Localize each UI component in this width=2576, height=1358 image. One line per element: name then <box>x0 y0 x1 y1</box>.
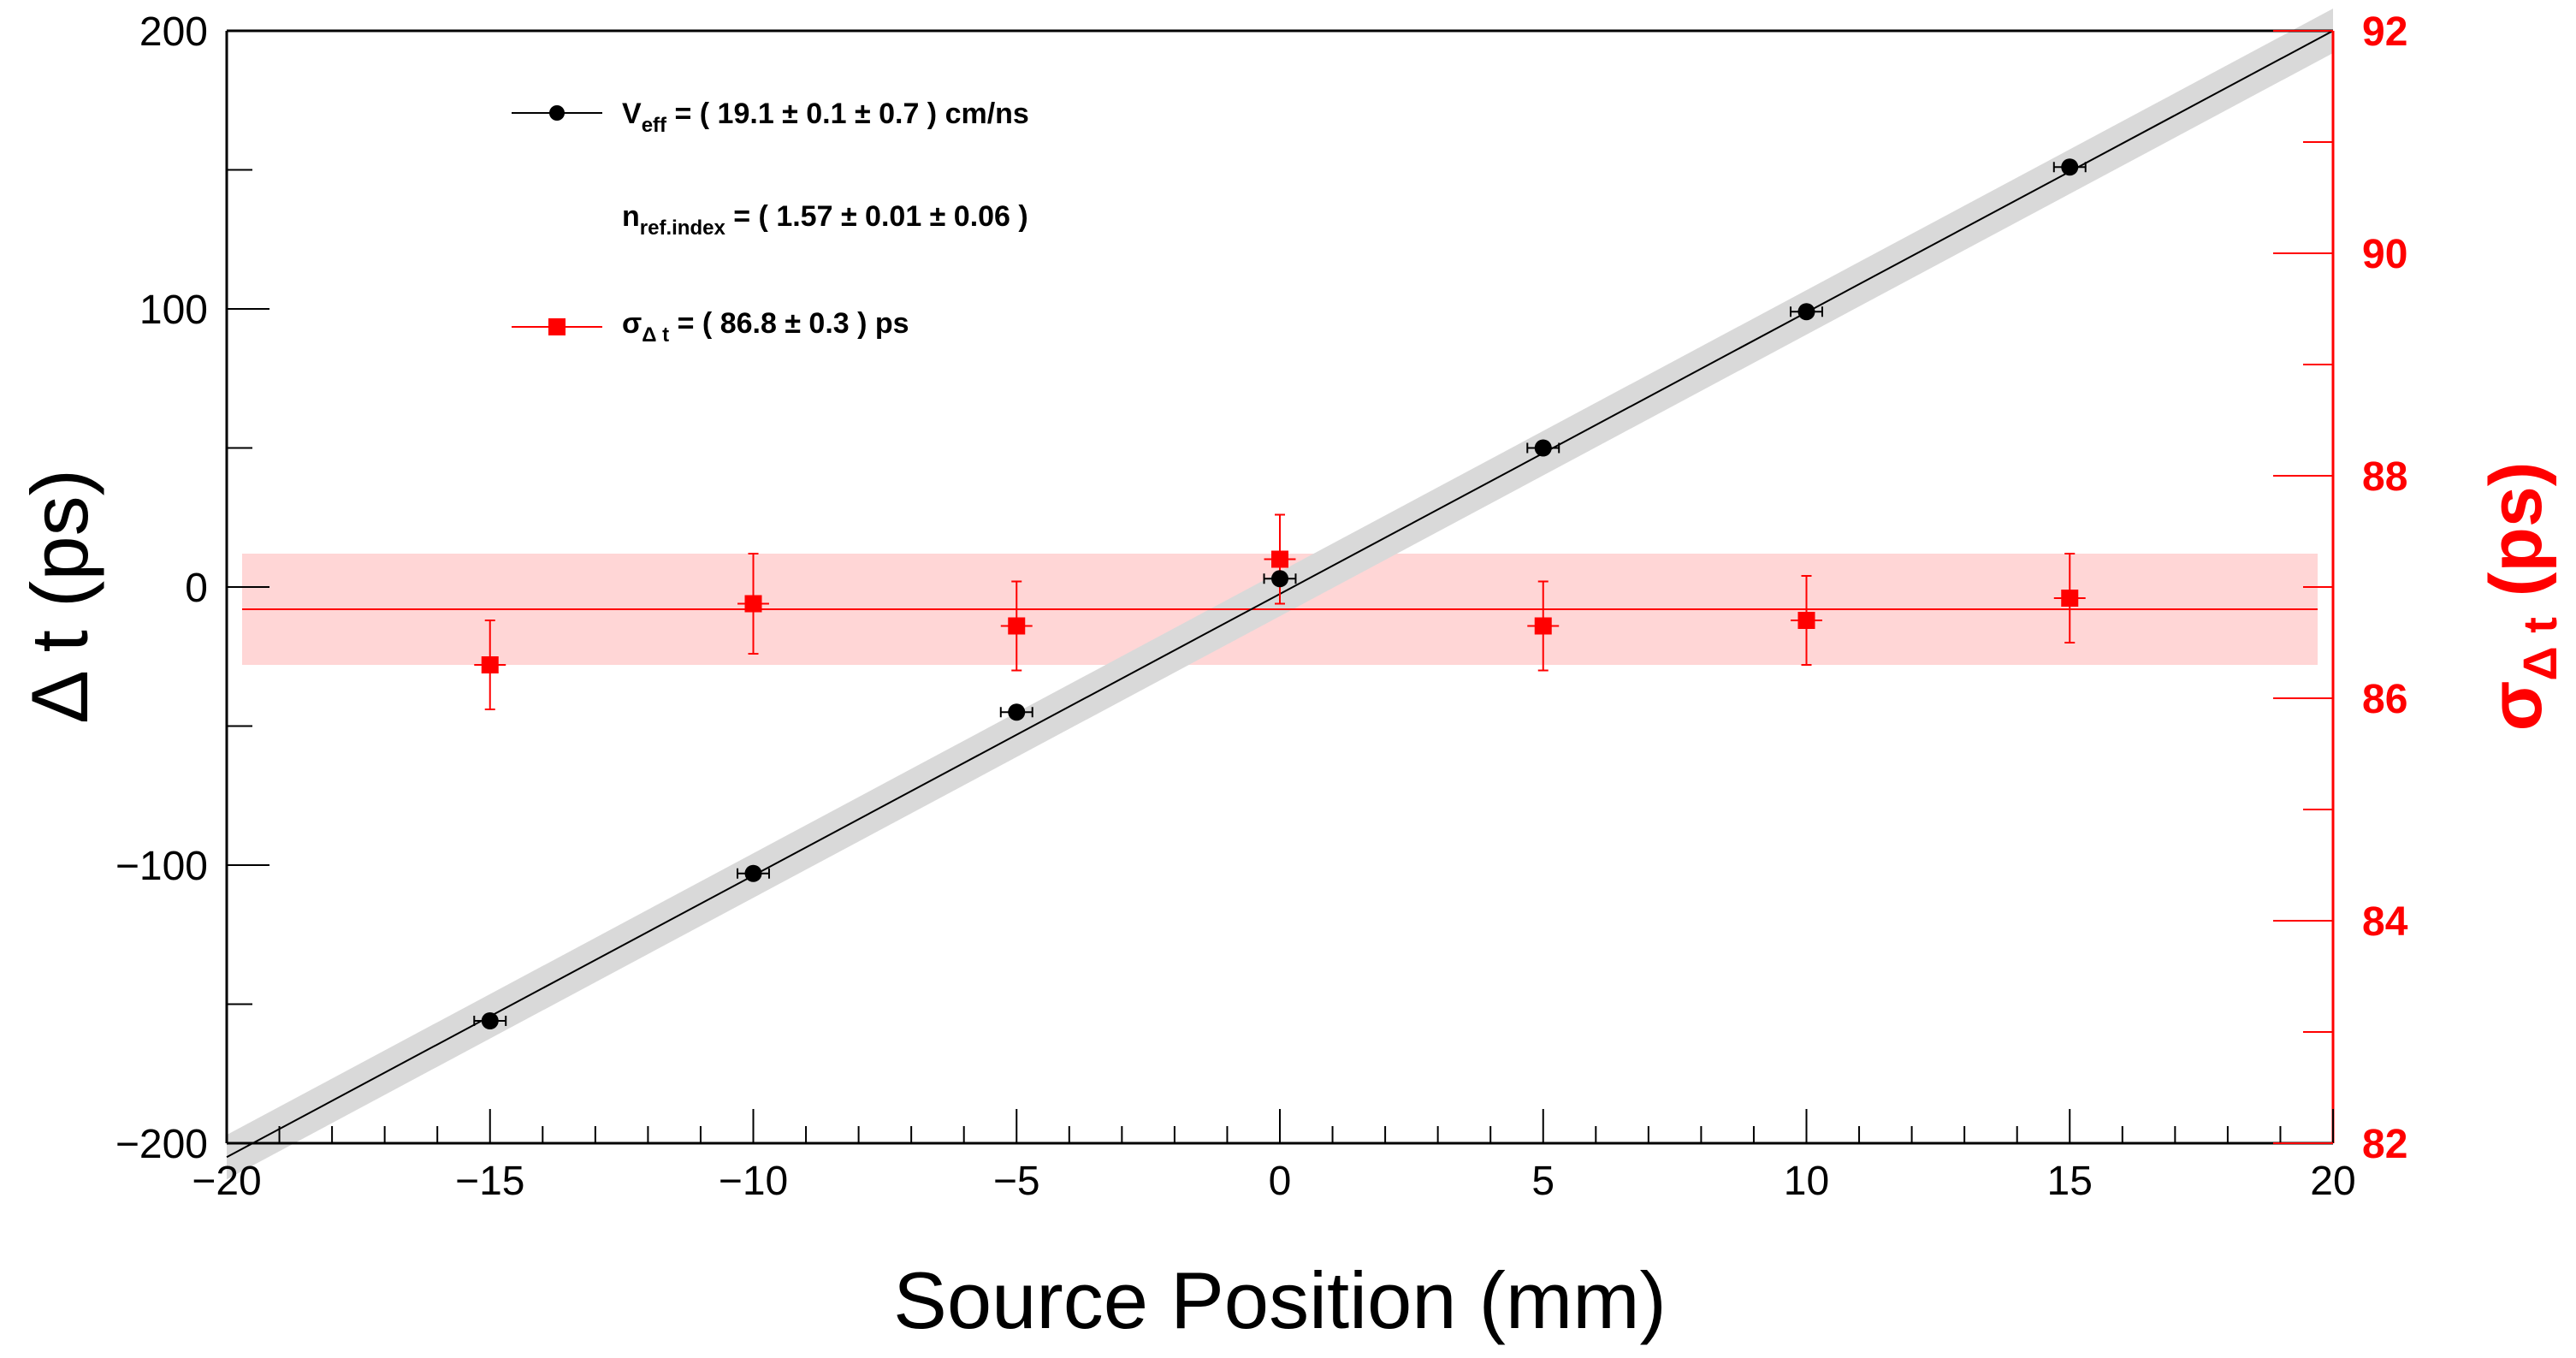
x-tick-label: 20 <box>2310 1159 2355 1204</box>
y-right-tick-label: 84 <box>2362 899 2408 945</box>
legend: Veff = ( 19.1 ± 0.1 ± 0.7 ) cm/ns nref.i… <box>512 98 1029 347</box>
legend-nref-text: = ( 1.57 ± 0.01 ± 0.06 ) <box>725 200 1028 233</box>
x-tick-label: 5 <box>1531 1159 1554 1204</box>
y-left-tick-label: −100 <box>115 844 208 889</box>
y-right-tick-label: 90 <box>2362 232 2407 277</box>
velocity-point <box>1008 703 1026 721</box>
sigma-point <box>1008 617 1026 635</box>
legend-entry-sigma: σΔ t = ( 86.8 ± 0.3 ) ps <box>622 307 909 347</box>
x-tick-label: −20 <box>192 1159 261 1204</box>
legend-sigma-text: = ( 86.8 ± 0.3 ) ps <box>669 307 909 340</box>
sigma-point <box>1534 617 1552 635</box>
sigma-point <box>481 656 499 673</box>
y-right-tick-label: 92 <box>2362 9 2407 55</box>
y-axis-title-left: Δ t (ps) <box>15 469 104 724</box>
velocity-point <box>2061 158 2079 176</box>
sigma-point <box>744 595 762 613</box>
legend-entry-vel: Veff = ( 19.1 ± 0.1 ± 0.7 ) cm/ns <box>622 98 1029 137</box>
y-left-tick-label: 0 <box>185 566 208 611</box>
legend-marker-vel <box>549 105 565 121</box>
y-right-tick-label: 82 <box>2362 1122 2407 1167</box>
velocity-point <box>1797 303 1815 321</box>
legend-nref-main: n <box>622 200 640 233</box>
x-tick-label: 10 <box>1784 1159 1829 1204</box>
x-axis-title: Source Position (mm) <box>893 1255 1667 1345</box>
y-right-tick-label: 86 <box>2362 677 2407 722</box>
legend-marker-sigma <box>548 318 566 335</box>
x-tick-label: 0 <box>1269 1159 1292 1204</box>
y-axis-title-right: σΔ t (ps) <box>2475 462 2567 732</box>
y-axis-title-right-main: σ <box>2475 681 2557 732</box>
sigma-point <box>2061 590 2079 607</box>
y-left-tick-label: −200 <box>115 1122 208 1167</box>
y-left-tick-label: 200 <box>139 9 208 55</box>
sigma-point <box>1271 550 1288 568</box>
legend-entry-nref: nref.index = ( 1.57 ± 0.01 ± 0.06 ) <box>622 200 1028 240</box>
y-axis-title-right-unit: (ps) <box>2475 462 2557 618</box>
velocity-point <box>1534 439 1552 457</box>
velocity-point <box>481 1012 499 1029</box>
legend-nref-sub: ref.index <box>640 216 726 240</box>
x-tick-label: −15 <box>455 1159 524 1204</box>
data-markers <box>481 158 2079 1029</box>
x-tick-label: −5 <box>993 1159 1040 1204</box>
x-tick-label: 15 <box>2047 1159 2093 1204</box>
legend-vel-text: = ( 19.1 ± 0.1 ± 0.7 ) cm/ns <box>666 98 1029 130</box>
velocity-point <box>744 864 762 882</box>
axis-tick-labels: −20 −15 −10 −5 0 5 10 15 20 −200 −100 0 100 200 82 84 86… <box>115 9 2408 1204</box>
y-axis-title-right-sub: Δ t <box>2513 617 2567 680</box>
legend-vel-sub: eff <box>642 114 667 137</box>
legend-sigma-sub: Δ t <box>642 323 669 347</box>
axis-ticks <box>226 30 2334 1144</box>
legend-vel-main: V <box>622 98 642 130</box>
x-tick-label: −10 <box>719 1159 788 1204</box>
y-left-tick-label: 100 <box>139 288 208 333</box>
legend-sigma-main: σ <box>622 307 642 340</box>
sigma-point <box>1797 612 1815 629</box>
y-right-tick-label: 88 <box>2362 454 2407 500</box>
velocity-point <box>1271 570 1288 588</box>
